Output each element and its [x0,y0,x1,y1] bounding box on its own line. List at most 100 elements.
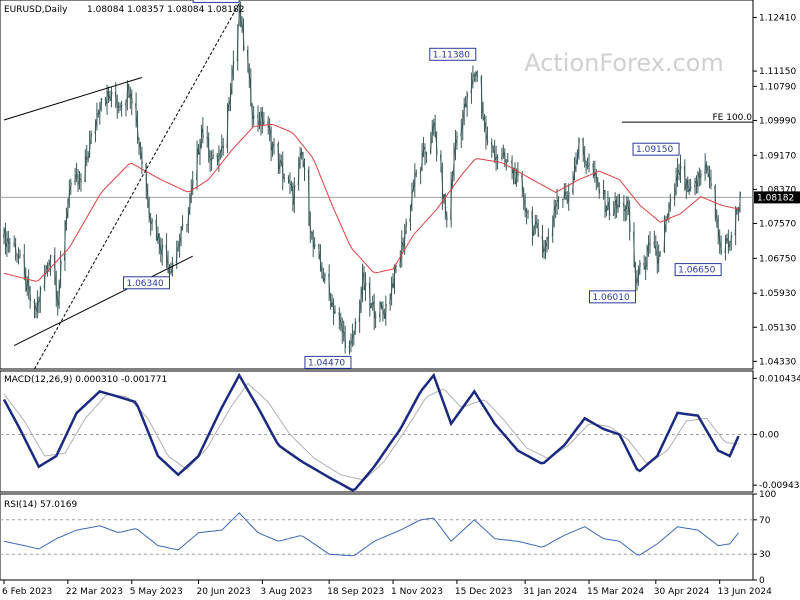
candle-body [191,180,194,190]
candle-body [605,209,608,213]
candle-body [439,154,442,172]
candle-body [393,265,396,288]
candle-body [110,92,113,101]
candle-body [287,177,290,182]
price-tick-label: 1.09170 [759,151,796,161]
candle-body [222,145,225,149]
candle-body [709,177,712,186]
candle-body [338,312,341,321]
chart-symbol: EURUSD,Daily [4,5,68,15]
candle-body [554,204,557,208]
candle-body [612,211,615,216]
candle-body [659,251,661,254]
rsi-panel: 100 70 30 0 RSI(14) 57.0169 [0,490,776,586]
callout-label: 1.06340 [126,279,163,289]
candle-body [140,155,143,164]
candle-body [352,332,355,336]
rsi-tick-label: 0 [759,576,765,586]
candle-body [277,143,280,170]
candle-body [78,178,81,185]
candle-body [242,25,245,51]
candle-body [563,191,566,200]
candle-body [312,231,315,248]
callout-label: 1.12740 [196,0,233,2]
candle-body [29,288,32,302]
candle-body [370,303,373,309]
candle-body [572,178,575,193]
watermark: ActionForex.com [524,49,724,77]
candle-body [503,152,506,162]
candle-body [566,198,569,202]
candle-body [739,191,741,212]
candle-body [216,154,219,162]
candle-body [139,144,142,156]
candle-body [455,136,458,142]
candle-body [664,220,667,227]
candle-body [55,280,58,300]
rsi-panel-frame [0,493,754,581]
candle-body [161,244,164,255]
candle-body [484,123,487,138]
candle-body [399,256,402,267]
candle-body [341,323,344,333]
candle-body [577,138,580,155]
candle-body [84,156,87,183]
price-panel: 1.12410 1.11150 1.10790 1.09990 1.09170 1.083… [0,0,800,370]
price-callouts: 1.12740 1.11380 1.09150 1.06340 1.06010 1.066… [122,0,722,369]
candle-body [543,249,545,253]
candle-body [688,189,691,193]
price-panel-frame [0,0,754,370]
candle-body [300,151,303,154]
candle-body [419,168,422,174]
callout-box [304,355,352,369]
candle-body [267,121,270,127]
candle-body [496,156,499,159]
candle-body [145,163,148,190]
candle-body [302,152,305,167]
time-tick-label: 22 Mar 2023 [66,587,123,597]
candle-body [482,112,485,119]
time-tick-label: 5 May 2023 [130,587,183,597]
candle-body [513,168,516,185]
rsi-axis: 100 70 30 0 [0,490,776,586]
candle-body [24,272,27,291]
candle-body [106,91,109,105]
candle-body [299,152,302,162]
callout-box [429,47,477,61]
price-tick-label: 1.05130 [759,323,796,333]
candle-body [361,272,364,293]
candle-body [85,156,88,160]
candle-body [551,218,554,237]
rsi-tick-label: 100 [759,490,776,500]
price-tick-label: 1.10790 [759,82,796,92]
candle-body [695,181,698,187]
candle-body [521,174,524,190]
candle-body [217,155,220,162]
candle-body [344,332,347,348]
candle-body [483,118,486,125]
candle-body [541,236,544,253]
candle-body [675,177,678,192]
fe-level-label: FE 100.0 [713,113,753,123]
candle-body [582,138,585,155]
candle-body [175,247,178,263]
candle-body [480,76,483,113]
candle-body [18,254,21,258]
candle-body [124,100,127,106]
candle-body [90,133,93,142]
candle-body [390,283,393,297]
price-tick-label: 1.05930 [759,289,796,299]
candle-body [65,216,68,223]
candle-body [63,222,66,261]
candle-body [473,74,476,77]
rsi-tick-label: 30 [759,550,771,560]
candle-body [715,217,718,220]
candle-body [238,5,241,26]
candle-body [107,91,110,98]
candle-body [79,178,82,183]
trendline [13,255,193,347]
candle-body [373,301,376,319]
candle-body [657,252,660,264]
candle-body [602,189,605,194]
